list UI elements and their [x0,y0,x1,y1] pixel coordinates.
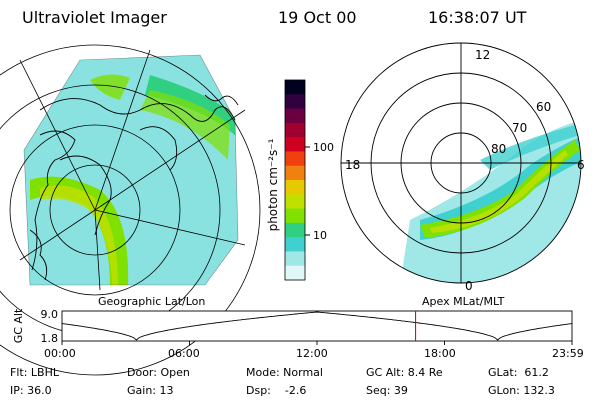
altitude-strip: GC Alt 9.0 1.8 [12,308,573,345]
apex-polar-panel: 12 18 6 0 60 70 80 [340,42,585,293]
door-info: Door: Open [127,366,190,379]
colorbar-swatch [285,80,305,95]
ip-info: IP: 36.0 [10,384,52,397]
altitude-axis-label: GC Alt [12,308,25,343]
colorbar-swatch [285,122,305,138]
polar-grid [340,42,582,284]
time-tick-0000: 00:00 [44,347,76,360]
colorbar-tick-100: 100 [313,141,334,154]
mlat-label-70: 70 [512,121,527,135]
colorbar-unit-label: photon cm⁻²s⁻¹ [266,138,280,231]
time-tick-2359: 23:59 [552,347,584,360]
colorbar-swatch [285,137,305,152]
orbit-altitude-curve [61,311,573,341]
gc-alt-info: GC Alt: 8.4 Re [366,366,443,379]
instrument-title: Ultraviolet Imager [22,8,167,27]
colorbar-swatch [285,180,305,195]
seq-info: Seq: 39 [366,384,408,397]
colorbar-swatch [285,251,305,267]
mlt-label-12: 12 [475,48,490,62]
mlat-label-60: 60 [536,100,551,114]
gain-info: Gain: 13 [127,384,174,397]
colorbar-swatch [285,151,305,167]
colorbar-swatch [285,194,305,210]
coastlines [29,94,239,281]
mode-info: Mode: Normal [246,366,323,379]
auroral-background [24,55,238,285]
left-panel-caption: Geographic Lat/Lon [98,295,206,308]
colorbar-swatch [285,165,305,181]
mlat-label-80: 80 [491,142,506,156]
glat-info: GLat: 61.2 [488,366,549,379]
mlt-label-6: 6 [577,158,585,172]
auroral-oval-lower [30,176,129,285]
right-panel-caption: Apex MLat/MLT [422,295,505,308]
observation-time: 16:38:07 UT [428,8,527,27]
time-tick-1800: 18:00 [424,347,456,360]
observation-date: 19 Oct 00 [278,8,357,27]
colorbar-swatch [285,94,305,110]
dsp-info: Dsp: -2.6 [246,384,307,397]
altitude-tick-low: 1.8 [41,332,59,345]
colorbar-swatch [285,222,305,238]
geographic-image-panel [0,44,261,376]
colorbar-swatch [285,108,305,124]
colorbar: 100 10 photon cm⁻²s⁻¹ [266,79,334,281]
altitude-tick-high: 9.0 [41,308,59,321]
mlt-label-18: 18 [345,158,360,172]
colorbar-swatch [285,265,305,281]
filter-info: Flt: LBHL [10,366,59,379]
colorbar-tick-10: 10 [313,229,327,242]
mlt-label-0: 0 [465,279,473,293]
colorbar-swatch [285,208,305,224]
colorbar-swatch [285,237,305,252]
glon-info: GLon: 132.3 [488,384,555,397]
geographic-grid [0,44,261,376]
time-tick-1200: 12:00 [296,347,328,360]
time-tick-0600: 06:00 [168,347,200,360]
